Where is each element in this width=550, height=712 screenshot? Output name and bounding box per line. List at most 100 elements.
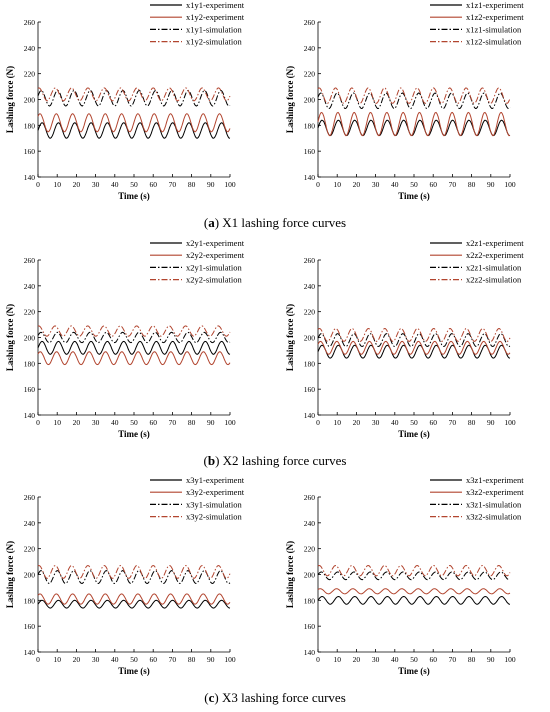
y-tick-label: 140 bbox=[304, 648, 316, 657]
y-tick-label: 140 bbox=[24, 648, 36, 657]
x-tick-label: 20 bbox=[73, 655, 81, 664]
x-axis-label: Time (s) bbox=[398, 666, 430, 676]
y-tick-label: 220 bbox=[24, 308, 36, 317]
legend-label: x1z2-simulation bbox=[466, 37, 522, 47]
series-line-x2y2-experiment bbox=[37, 351, 231, 366]
x-tick-label: 10 bbox=[53, 655, 61, 664]
x-tick-label: 100 bbox=[224, 418, 236, 427]
y-tick-label: 200 bbox=[24, 96, 36, 105]
x-tick-label: 60 bbox=[429, 655, 437, 664]
x-tick-label: 60 bbox=[149, 655, 157, 664]
x-tick-label: 60 bbox=[149, 180, 157, 189]
series-line-x2z1-simulation bbox=[317, 333, 511, 348]
y-tick-label: 220 bbox=[304, 70, 316, 79]
x-tick-label: 90 bbox=[487, 655, 495, 664]
x-tick-label: 10 bbox=[333, 180, 341, 189]
x-tick-label: 50 bbox=[410, 180, 418, 189]
caption-b: (b) X2 lashing force curves bbox=[203, 453, 347, 468]
x-tick-label: 80 bbox=[468, 418, 476, 427]
x-tick-label: 20 bbox=[353, 655, 361, 664]
x-tick-label: 20 bbox=[353, 180, 361, 189]
x-tick-label: 50 bbox=[410, 418, 418, 427]
legend-label: x2z1-simulation bbox=[466, 262, 522, 272]
legend-label: x2y1-simulation bbox=[186, 262, 242, 272]
y-tick-label: 240 bbox=[24, 44, 36, 53]
y-tick-label: 160 bbox=[24, 147, 36, 156]
series-line-x3y1-simulation bbox=[37, 570, 231, 585]
x-tick-label: 80 bbox=[188, 418, 196, 427]
x-tick-label: 50 bbox=[130, 180, 138, 189]
y-tick-label: 220 bbox=[304, 545, 316, 554]
x-tick-label: 100 bbox=[224, 180, 236, 189]
legend-label: x1y1-experiment bbox=[186, 0, 245, 10]
x-tick-label: 60 bbox=[429, 418, 437, 427]
x-axis-label: Time (s) bbox=[118, 666, 150, 676]
legend-label: x2z1-experiment bbox=[466, 238, 524, 248]
x-tick-label: 30 bbox=[372, 180, 380, 189]
x-tick-label: 40 bbox=[111, 418, 119, 427]
y-axis-label: Lashing force (N) bbox=[285, 66, 295, 133]
caption-c: (c) X3 lashing force curves bbox=[204, 690, 346, 705]
x-tick-label: 70 bbox=[169, 180, 177, 189]
x-tick-label: 20 bbox=[73, 418, 81, 427]
x-tick-label: 90 bbox=[207, 418, 215, 427]
series-line-x1y2-experiment bbox=[37, 113, 231, 133]
x-tick-label: 100 bbox=[504, 655, 516, 664]
y-tick-label: 180 bbox=[24, 121, 36, 130]
x-tick-label: 20 bbox=[353, 418, 361, 427]
y-tick-label: 260 bbox=[24, 18, 36, 27]
legend-label: x1y2-simulation bbox=[186, 37, 242, 47]
legend-label: x2y2-simulation bbox=[186, 275, 242, 285]
x-tick-label: 20 bbox=[73, 180, 81, 189]
x-tick-label: 70 bbox=[169, 418, 177, 427]
x-axis-label: Time (s) bbox=[118, 191, 150, 201]
x-tick-label: 0 bbox=[36, 180, 40, 189]
x-tick-label: 50 bbox=[130, 418, 138, 427]
series-line-x3z1-simulation bbox=[317, 571, 511, 581]
x-tick-label: 80 bbox=[188, 655, 196, 664]
y-tick-label: 140 bbox=[24, 173, 36, 182]
series-line-x1z2-experiment bbox=[317, 111, 511, 137]
y-tick-label: 220 bbox=[24, 545, 36, 554]
y-tick-label: 200 bbox=[304, 571, 316, 580]
caption-a: (a) X1 lashing force curves bbox=[203, 215, 347, 230]
y-tick-label: 180 bbox=[24, 596, 36, 605]
x-tick-label: 30 bbox=[92, 418, 100, 427]
chart-panel-6: 140 160 180 200 220 240 260 0 10 20 30 40 50 60 70 80 90… bbox=[285, 475, 524, 676]
x-tick-label: 80 bbox=[188, 180, 196, 189]
series-line-x3y2-experiment bbox=[37, 593, 231, 605]
x-tick-label: 80 bbox=[468, 655, 476, 664]
legend-label: x1z1-simulation bbox=[466, 24, 522, 34]
legend-label: x1z2-experiment bbox=[466, 12, 524, 22]
y-tick-label: 140 bbox=[304, 411, 316, 420]
x-tick-label: 80 bbox=[468, 180, 476, 189]
y-tick-label: 160 bbox=[24, 385, 36, 394]
series-line-x3y1-experiment bbox=[37, 599, 231, 609]
y-tick-label: 220 bbox=[24, 70, 36, 79]
legend-label: x3y1-experiment bbox=[186, 475, 245, 485]
legend-label: x3y1-simulation bbox=[186, 499, 242, 509]
y-tick-label: 200 bbox=[304, 334, 316, 343]
series-line-x3y2-simulation bbox=[37, 564, 231, 579]
y-tick-label: 140 bbox=[304, 173, 316, 182]
x-tick-label: 100 bbox=[504, 180, 516, 189]
x-axis-label: Time (s) bbox=[398, 429, 430, 439]
legend-label: x3y2-simulation bbox=[186, 512, 242, 522]
x-tick-label: 70 bbox=[449, 418, 457, 427]
x-tick-label: 30 bbox=[92, 180, 100, 189]
x-tick-label: 10 bbox=[333, 418, 341, 427]
x-tick-label: 10 bbox=[53, 418, 61, 427]
y-axis-label: Lashing force (N) bbox=[5, 66, 15, 133]
x-tick-label: 0 bbox=[316, 418, 320, 427]
y-tick-label: 260 bbox=[304, 493, 316, 502]
y-tick-label: 200 bbox=[304, 96, 316, 105]
x-tick-label: 10 bbox=[53, 180, 61, 189]
x-tick-label: 40 bbox=[391, 655, 399, 664]
x-tick-label: 0 bbox=[316, 655, 320, 664]
legend-label: x2z2-experiment bbox=[466, 250, 524, 260]
legend-label: x3z1-experiment bbox=[466, 475, 524, 485]
legend-label: x3y2-experiment bbox=[186, 487, 245, 497]
chart-panel-2: 140 160 180 200 220 240 260 0 10 20 30 40 50 60 70 80 90… bbox=[285, 0, 524, 201]
x-tick-label: 30 bbox=[372, 655, 380, 664]
series-line-x2y1-simulation bbox=[37, 331, 231, 344]
